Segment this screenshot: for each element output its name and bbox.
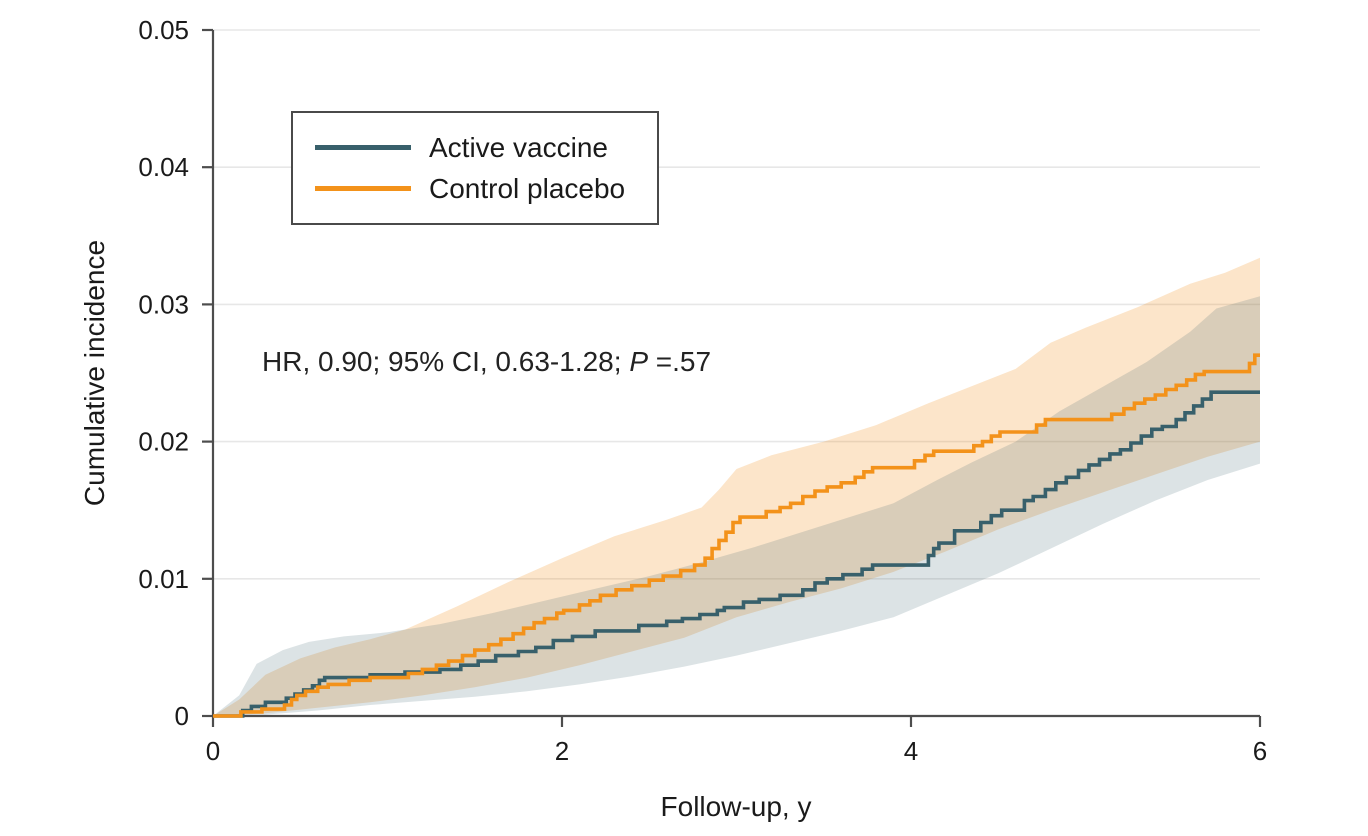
legend-label-1: Control placebo	[429, 172, 626, 204]
ci-band-active-vaccine	[213, 296, 1260, 716]
legend-swatch-1	[315, 186, 411, 191]
series-line-control-placebo	[213, 353, 1260, 718]
axes	[202, 28, 1262, 727]
x-tick-label-0: 0	[206, 736, 220, 766]
y-tick-label-0.04: 0.04	[138, 152, 189, 182]
y-tick-label-0.01: 0.01	[138, 564, 189, 594]
y-axis-title: Cumulative incidence	[79, 240, 110, 506]
p-value-symbol: P	[629, 346, 648, 377]
y-tick-label-0.02: 0.02	[138, 427, 189, 457]
tick-labels: 0 0.01 0.02 0.03 0.04 0.05 0 2 4 6	[138, 15, 1267, 766]
legend-swatch-0	[315, 145, 411, 150]
x-tick-label-2: 2	[555, 736, 569, 766]
ci-band-control-placebo	[213, 257, 1260, 716]
legend-label-0: Active vaccine	[429, 131, 608, 163]
series-line-active-vaccine	[213, 390, 1260, 718]
x-tick-label-6: 6	[1253, 736, 1267, 766]
y-tick-label-0.05: 0.05	[138, 15, 189, 45]
hr-annotation-suffix: =.57	[648, 346, 712, 377]
hr-annotation-prefix: HR, 0.90; 95% CI, 0.63-1.28;	[262, 346, 630, 377]
legend-item-1: Control placebo	[315, 172, 657, 204]
hr-annotation: HR, 0.90; 95% CI, 0.63-1.28; P =.57	[262, 346, 711, 378]
x-axis-title: Follow-up, y	[661, 791, 812, 822]
x-tick-label-4: 4	[904, 736, 918, 766]
y-tick-label-0: 0	[175, 701, 189, 731]
y-tick-label-0.03: 0.03	[138, 289, 189, 319]
legend-box: Active vaccine Control placebo	[291, 111, 659, 225]
confidence-bands	[213, 257, 1260, 716]
legend-item-0: Active vaccine	[315, 131, 657, 163]
series-lines	[213, 353, 1260, 718]
